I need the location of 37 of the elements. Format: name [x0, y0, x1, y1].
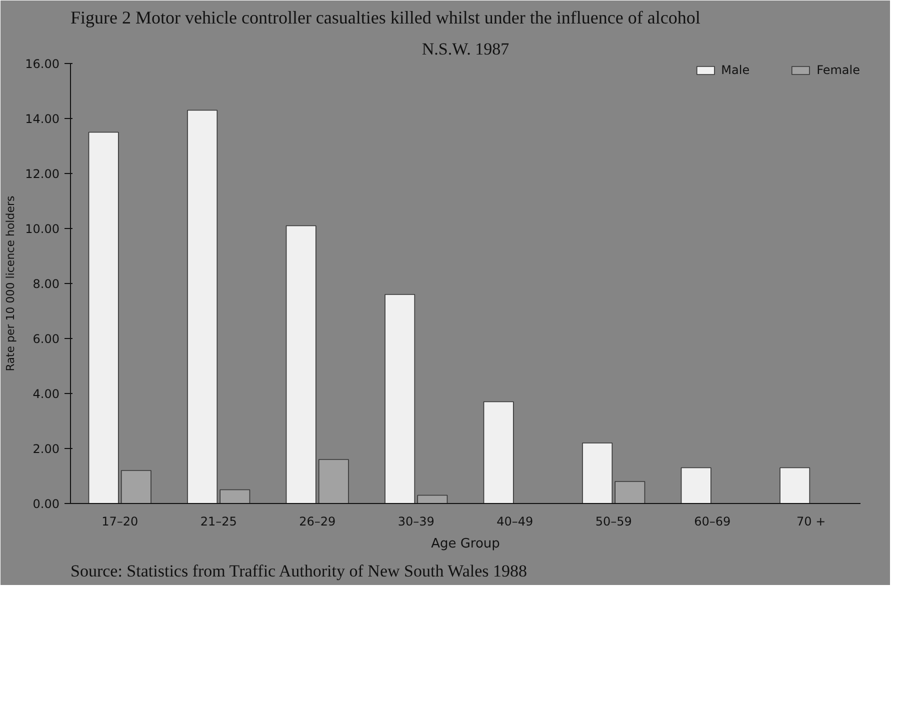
bar — [614, 481, 646, 504]
source-note: Source: Statistics from Traffic Authority of New South Wales 1988 — [70, 562, 528, 580]
bar — [286, 225, 316, 504]
y-tick-label: 16.00 — [25, 57, 60, 71]
bar — [582, 442, 613, 504]
bar — [120, 470, 152, 504]
y-tick-label: 12.00 — [25, 167, 60, 181]
bar — [417, 494, 448, 504]
x-tick-label: 60–69 — [694, 514, 731, 528]
bar — [318, 459, 349, 504]
x-tick-label: 70 + — [796, 514, 826, 528]
legend-label: Female — [816, 63, 860, 77]
x-axis-title: Age Group — [431, 536, 500, 552]
chart-subtitle: N.S.W. 1987 — [422, 40, 510, 58]
bar — [483, 401, 514, 504]
y-tick-label: 6.00 — [32, 332, 60, 346]
bar — [780, 467, 810, 504]
x-tick-label: 50–59 — [595, 514, 632, 528]
bar — [220, 489, 250, 504]
bar — [187, 110, 218, 504]
x-tick-label: 30–39 — [398, 514, 434, 528]
bar — [384, 294, 416, 504]
y-tick-label: 8.00 — [32, 277, 60, 291]
x-tick-label: 26–29 — [299, 514, 336, 528]
y-tick-label: 0.00 — [32, 497, 60, 511]
legend-label: Male — [721, 63, 750, 77]
y-tick-label: 4.00 — [32, 387, 60, 401]
y-tick-label: 14.00 — [25, 112, 60, 126]
chart-title: Figure 2 Motor vehicle controller casualties killed whilst under the influence of alcohol — [70, 8, 700, 28]
y-tick-label: 10.00 — [25, 222, 60, 236]
bar — [680, 467, 712, 504]
bar — [88, 132, 119, 504]
x-tick-label: 21–25 — [200, 514, 237, 528]
y-tick-label: 2.00 — [32, 442, 60, 456]
x-tick-label: 17–20 — [102, 514, 138, 528]
y-axis-title: Rate per 10 000 licence holders — [4, 196, 18, 372]
x-tick-label: 40–49 — [496, 514, 534, 528]
